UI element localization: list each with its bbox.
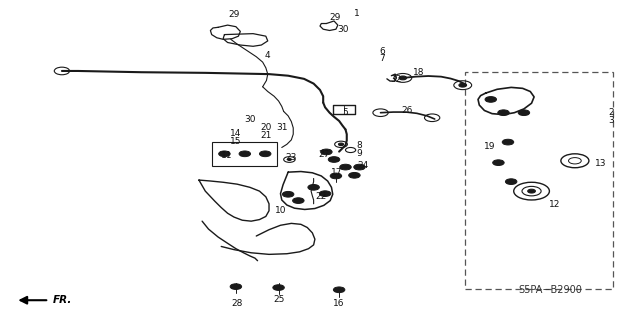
Circle shape [292, 198, 304, 204]
Circle shape [459, 83, 467, 87]
Circle shape [287, 159, 291, 160]
Text: 2: 2 [609, 108, 614, 117]
Text: S5PA−B2900: S5PA−B2900 [519, 285, 582, 295]
Text: 22: 22 [316, 192, 327, 201]
Circle shape [498, 110, 509, 115]
Circle shape [354, 164, 365, 170]
Circle shape [321, 149, 332, 155]
Text: 4: 4 [265, 51, 271, 60]
Circle shape [308, 184, 319, 190]
Text: 18: 18 [413, 68, 424, 77]
Text: 13: 13 [595, 159, 606, 168]
Circle shape [330, 173, 342, 179]
Text: 8: 8 [356, 141, 362, 150]
Circle shape [485, 97, 497, 102]
Circle shape [339, 143, 344, 145]
Text: 27: 27 [318, 150, 330, 159]
Circle shape [239, 151, 250, 157]
Circle shape [502, 139, 514, 145]
Text: 19: 19 [484, 142, 495, 151]
Text: 29: 29 [330, 13, 341, 22]
Circle shape [282, 191, 294, 197]
Circle shape [399, 76, 406, 80]
Text: 12: 12 [549, 200, 560, 209]
Text: 14: 14 [230, 129, 241, 138]
Text: 28: 28 [232, 299, 243, 308]
Text: 5: 5 [342, 108, 348, 116]
Circle shape [333, 287, 345, 293]
Circle shape [340, 164, 351, 170]
Circle shape [349, 173, 360, 178]
Circle shape [259, 151, 271, 157]
Circle shape [219, 151, 230, 157]
Text: FR.: FR. [52, 295, 72, 305]
Text: 6: 6 [380, 47, 385, 56]
Circle shape [273, 285, 284, 290]
Text: 25: 25 [273, 295, 284, 304]
Text: 30: 30 [244, 115, 255, 124]
Text: 10: 10 [275, 206, 286, 215]
Text: 26: 26 [402, 106, 413, 115]
Text: 17: 17 [331, 168, 342, 177]
Text: 15: 15 [230, 137, 242, 146]
Text: 11: 11 [221, 151, 232, 160]
Circle shape [328, 157, 340, 162]
Text: 21: 21 [260, 131, 271, 140]
Text: 1: 1 [354, 9, 360, 18]
Circle shape [528, 189, 536, 193]
Circle shape [518, 110, 530, 115]
Text: 20: 20 [260, 123, 271, 132]
Text: 9: 9 [356, 149, 362, 158]
Text: 30: 30 [337, 25, 349, 34]
Text: 31: 31 [276, 123, 288, 132]
Text: 32: 32 [391, 75, 402, 84]
Text: 23: 23 [285, 153, 297, 162]
Text: 16: 16 [333, 299, 345, 308]
Circle shape [506, 179, 517, 184]
Bar [212, 142, 276, 166]
Text: 24: 24 [358, 161, 369, 170]
Circle shape [319, 191, 331, 197]
Circle shape [230, 284, 242, 289]
Text: 29: 29 [228, 10, 239, 19]
Text: 7: 7 [380, 55, 385, 63]
Circle shape [493, 160, 504, 166]
Text: 3: 3 [609, 116, 614, 125]
